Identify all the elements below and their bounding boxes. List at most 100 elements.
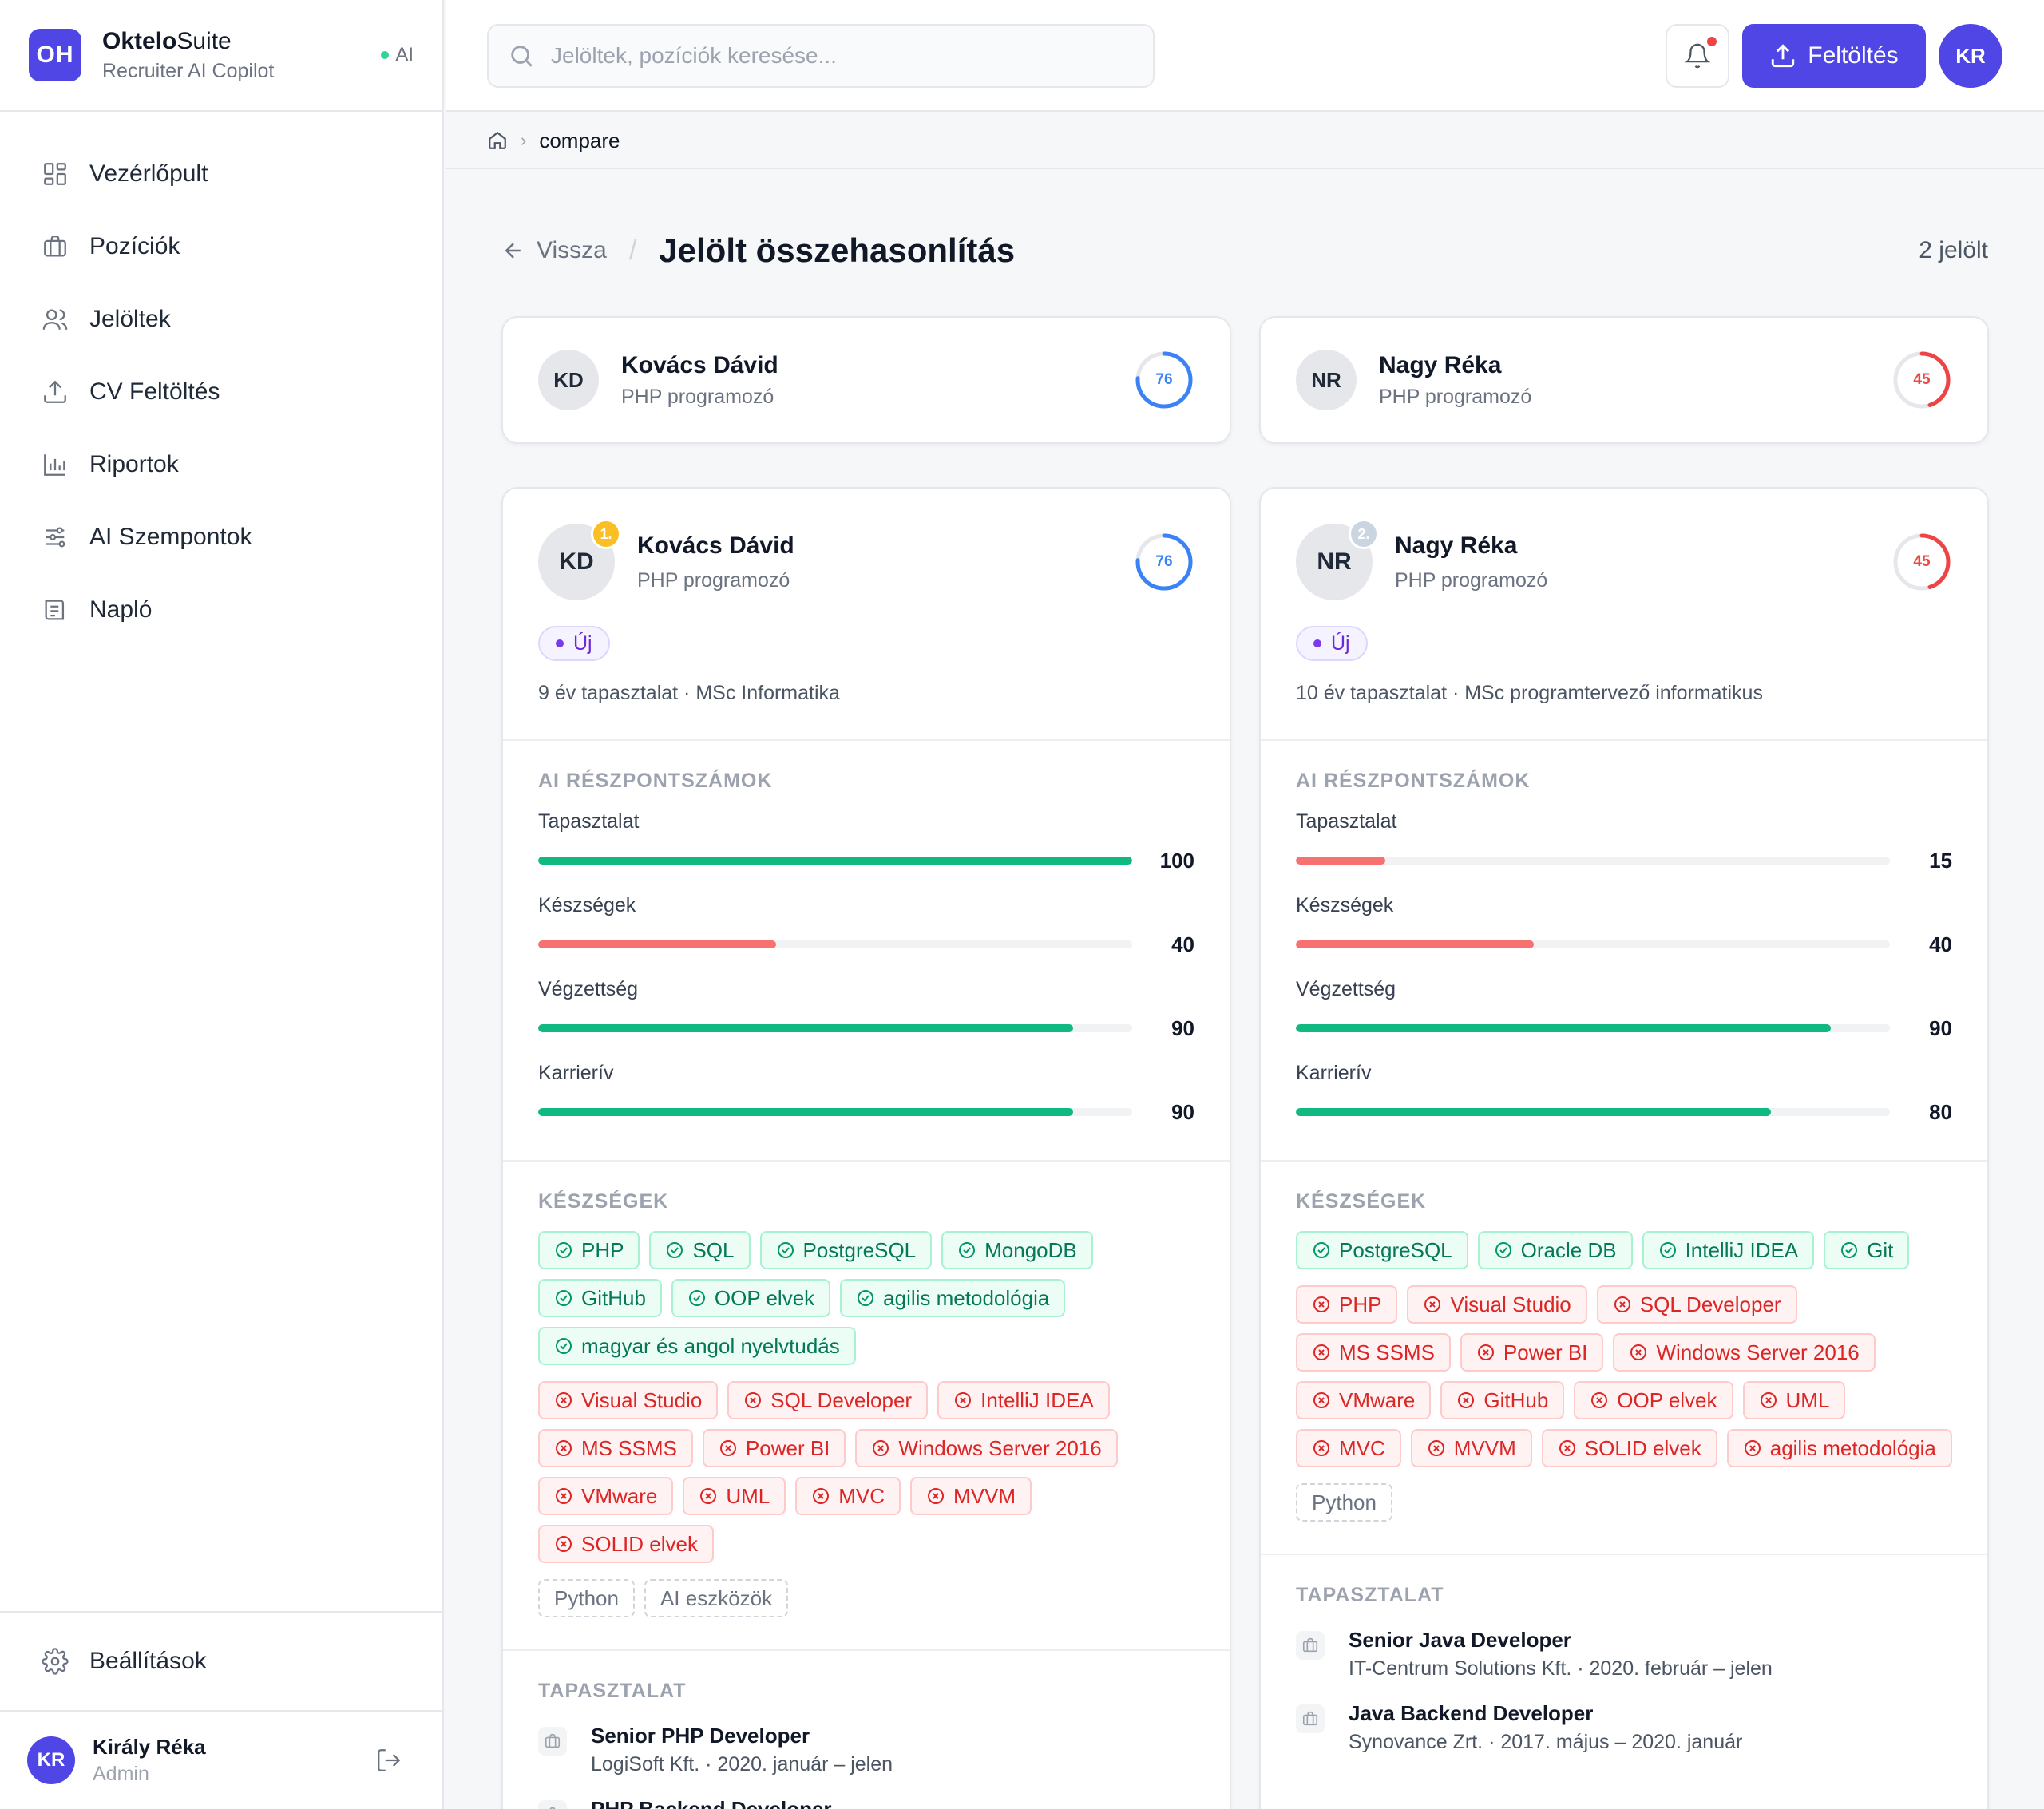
- settings-label: Beállítások: [89, 1648, 207, 1674]
- score-ring: 45: [1891, 350, 1952, 410]
- skill-label: IntelliJ IDEA: [980, 1387, 1094, 1412]
- score-bar-fill: [1296, 1108, 1772, 1116]
- skill-tag-missing: GitHub: [1440, 1381, 1565, 1419]
- x-circle-icon: [1427, 1439, 1446, 1458]
- gear-icon: [42, 1648, 89, 1675]
- score-value: 90: [1929, 1015, 1952, 1040]
- candidate-meta: 10 év tapasztalat · MSc programtervező i…: [1296, 682, 1763, 704]
- skill-label: MVVM: [1453, 1435, 1516, 1460]
- user-avatar-button[interactable]: KR: [1939, 24, 2002, 88]
- avatar[interactable]: KR: [27, 1736, 75, 1784]
- experience-details: LogiSoft Kft. · 2020. január – jelen: [591, 1753, 893, 1775]
- search-box[interactable]: [487, 24, 1155, 88]
- title-separator: /: [628, 235, 637, 266]
- avatar: NR: [1296, 350, 1357, 410]
- user-role: Admin: [93, 1763, 149, 1785]
- skills-section: KÉSZSÉGEK PHP SQL PostgreSQL MongoDB GitHub OO…: [503, 1162, 1230, 1651]
- candidate-count: 2 jelölt: [1919, 237, 1988, 263]
- skill-label: Oracle DB: [1520, 1237, 1617, 1262]
- briefcase-icon: [538, 1800, 567, 1809]
- skill-tag-missing: MVVM: [910, 1477, 1032, 1515]
- skill-tag-missing: SQL Developer: [727, 1381, 929, 1419]
- x-circle-icon: [1476, 1343, 1495, 1362]
- score-bar: [1296, 1024, 1890, 1032]
- skill-label: VMware: [1339, 1387, 1416, 1412]
- score-label: Karrierív: [538, 1062, 614, 1084]
- skill-tag-missing: Power BI: [702, 1429, 846, 1467]
- skill-tag-missing: MVVM: [1410, 1429, 1532, 1467]
- sidebar-item-ai-criteria[interactable]: AI Szempontok: [0, 501, 442, 573]
- brand-logo: OH: [29, 29, 81, 81]
- sidebar-item-settings[interactable]: Beállítások: [0, 1611, 442, 1710]
- sidebar-item-positions[interactable]: Pozíciók: [0, 210, 442, 283]
- score-bar-fill: [1296, 940, 1534, 948]
- candidate-detail-card: NR 2. Nagy Réka PHP programozó 45 Új 10 év tap…: [1259, 487, 1989, 1809]
- briefcase-icon: [1296, 1704, 1325, 1733]
- logout-icon[interactable]: [375, 1747, 402, 1774]
- notifications-button[interactable]: [1666, 24, 1729, 88]
- skill-tag-extra: Python: [1296, 1483, 1392, 1522]
- sidebar-item-label: AI Szempontok: [89, 523, 252, 550]
- score-value: 76: [1155, 371, 1173, 388]
- score-bar: [538, 1024, 1132, 1032]
- skill-tag-matched: Git: [1824, 1231, 1910, 1269]
- skill-tag-matched: OOP elvek: [671, 1279, 831, 1317]
- score-row: Végzettség 90: [538, 978, 1194, 1044]
- search-input[interactable]: [551, 43, 1126, 69]
- home-icon[interactable]: [487, 130, 508, 151]
- score-label: Készségek: [1296, 894, 1394, 916]
- score-value: 15: [1929, 848, 1952, 873]
- sidebar-item-log[interactable]: Napló: [0, 573, 442, 646]
- score-value: 90: [1171, 1015, 1194, 1040]
- upload-button[interactable]: Feltöltés: [1742, 24, 1926, 88]
- skill-label: GitHub: [1483, 1387, 1549, 1412]
- sidebar-item-cv-upload[interactable]: CV Feltöltés: [0, 355, 442, 428]
- brand-name: OkteloSuite: [102, 27, 232, 54]
- x-circle-icon: [554, 1439, 573, 1458]
- candidate-name[interactable]: Nagy Réka: [1395, 532, 1518, 559]
- candidate-position: PHP programozó: [1379, 385, 1532, 408]
- skill-label: SOLID elvek: [581, 1531, 698, 1556]
- sidebar-item-dashboard[interactable]: Vezérlőpult: [0, 137, 442, 210]
- candidate-name[interactable]: Kovács Dávid: [637, 532, 794, 559]
- ai-status-badge: AI: [381, 44, 414, 66]
- chevron-right-icon: ›: [521, 130, 527, 150]
- skill-tag-matched: agilis metodológia: [840, 1279, 1066, 1317]
- experience-title: PHP Backend Developer: [591, 1797, 832, 1809]
- score-ring: 76: [1134, 532, 1194, 592]
- experience-details: IT-Centrum Solutions Kft. · 2020. februá…: [1349, 1657, 1773, 1680]
- candidate-position: PHP programozó: [637, 568, 790, 592]
- candidate-summary-card[interactable]: KD Kovács Dávid PHP programozó 76: [501, 316, 1231, 444]
- score-row: Tapasztalat 15: [1296, 810, 1952, 877]
- skill-tag-missing: UML: [1742, 1381, 1846, 1419]
- section-title: KÉSZSÉGEK: [538, 1190, 669, 1213]
- upload-button-label: Feltöltés: [1808, 42, 1899, 69]
- sidebar-item-candidates[interactable]: Jelöltek: [0, 283, 442, 355]
- grid-icon: [42, 160, 89, 188]
- skill-tag-missing: Visual Studio: [538, 1381, 719, 1419]
- page-title: Jelölt összehasonlítás: [659, 232, 1016, 269]
- breadcrumb-current: compare: [539, 128, 620, 152]
- skill-label: MVC: [838, 1483, 885, 1508]
- x-circle-icon: [554, 1486, 573, 1506]
- skill-tag-matched: SQL: [649, 1231, 751, 1269]
- candidate-position: PHP programozó: [621, 385, 774, 408]
- status-badge: Új: [538, 626, 610, 661]
- x-circle-icon: [1312, 1343, 1331, 1362]
- back-button[interactable]: Vissza: [501, 237, 607, 264]
- skill-tag-missing: OOP elvek: [1574, 1381, 1733, 1419]
- score-row: Karrierív 90: [538, 1062, 1194, 1128]
- check-circle-icon: [665, 1241, 684, 1260]
- x-circle-icon: [1558, 1439, 1577, 1458]
- sidebar-item-reports[interactable]: Riportok: [0, 428, 442, 501]
- x-circle-icon: [1312, 1439, 1331, 1458]
- score-value: 45: [1913, 553, 1931, 570]
- skill-tag-missing: SOLID elvek: [1541, 1429, 1717, 1467]
- candidate-summary-card[interactable]: NR Nagy Réka PHP programozó 45: [1259, 316, 1989, 444]
- page-header: Vissza / Jelölt összehasonlítás 2 jelölt: [501, 227, 1988, 275]
- skill-tag-missing: MVC: [1296, 1429, 1401, 1467]
- skill-tag-matched: PHP: [538, 1231, 640, 1269]
- skill-tag-matched: PostgreSQL: [1296, 1231, 1468, 1269]
- candidate-header: KD 1. Kovács Dávid PHP programozó 76 Új 9 év t…: [503, 489, 1230, 741]
- x-circle-icon: [699, 1486, 718, 1506]
